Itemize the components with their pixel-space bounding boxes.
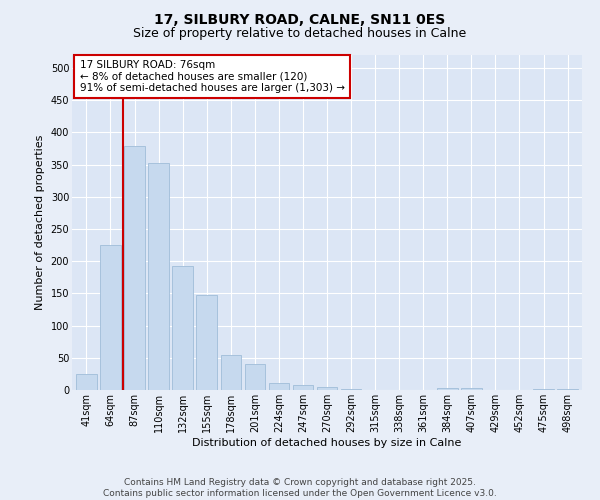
Bar — [221, 354, 241, 390]
Bar — [269, 383, 289, 390]
Bar — [76, 374, 97, 390]
Bar — [533, 388, 554, 390]
Text: Contains HM Land Registry data © Crown copyright and database right 2025.
Contai: Contains HM Land Registry data © Crown c… — [103, 478, 497, 498]
X-axis label: Distribution of detached houses by size in Calne: Distribution of detached houses by size … — [193, 438, 461, 448]
Bar — [148, 163, 169, 390]
Bar — [196, 296, 217, 390]
Bar — [172, 266, 193, 390]
Bar — [245, 364, 265, 390]
Bar — [124, 146, 145, 390]
Y-axis label: Number of detached properties: Number of detached properties — [35, 135, 45, 310]
Bar — [341, 388, 361, 390]
Bar — [437, 388, 458, 390]
Bar — [317, 388, 337, 390]
Text: 17 SILBURY ROAD: 76sqm
← 8% of detached houses are smaller (120)
91% of semi-det: 17 SILBURY ROAD: 76sqm ← 8% of detached … — [80, 60, 344, 93]
Text: Size of property relative to detached houses in Calne: Size of property relative to detached ho… — [133, 28, 467, 40]
Bar — [461, 388, 482, 390]
Bar — [557, 388, 578, 390]
Bar — [100, 245, 121, 390]
Text: 17, SILBURY ROAD, CALNE, SN11 0ES: 17, SILBURY ROAD, CALNE, SN11 0ES — [154, 12, 446, 26]
Bar — [293, 386, 313, 390]
